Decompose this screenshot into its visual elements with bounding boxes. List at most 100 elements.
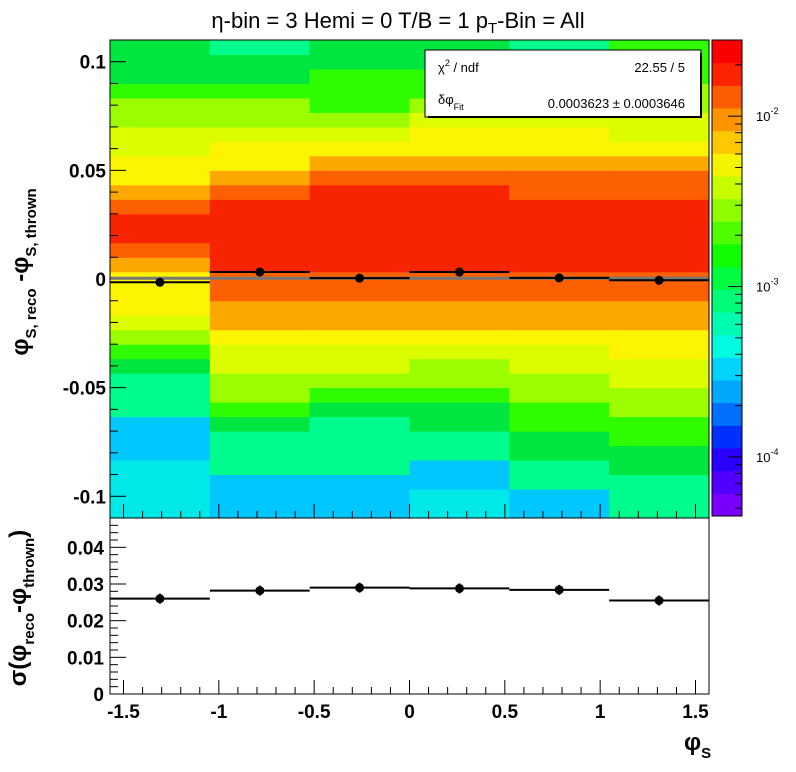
heatmap-cell [409,170,510,186]
heatmap-cell [110,83,211,99]
y-tick-label: 0.01 [67,648,104,669]
heatmap-cell [110,141,211,157]
heatmap-cell [209,460,311,476]
heatmap-cell [209,199,311,215]
heatmap-cell [309,474,410,490]
heatmap-cell [609,300,710,316]
heatmap-cell [509,213,610,229]
heatmap-cell [609,199,710,215]
heatmap-cell [209,503,311,519]
heatmap-cell [509,141,610,157]
data-point [155,277,165,287]
heatmap-cell [309,97,410,113]
heatmap-cell [309,242,410,258]
heatmap-cell [209,126,311,142]
heatmap-cell [309,141,410,157]
heatmap-cell [309,373,410,389]
heatmap-cell [110,213,211,229]
data-point [454,267,464,277]
heatmap-cell [110,199,211,215]
color-bar-segment [712,153,742,177]
heatmap-cell [509,387,610,403]
heatmap-cell [309,184,410,200]
heatmap-cell [609,445,710,461]
heatmap-cell [209,184,311,200]
y-tick-label: 0.02 [67,612,104,633]
heatmap-cell [509,416,610,432]
heatmap-cell [110,416,211,432]
heatmap-cell [609,126,710,142]
heatmap-cell [209,315,311,331]
heatmap-cell [509,358,610,374]
heatmap-cell [110,170,211,186]
top-points [110,267,709,287]
heatmap-cell [509,445,610,461]
heatmap-cell [409,329,510,345]
heatmap-cell [609,373,710,389]
heatmap-cell [409,387,510,403]
heatmap-cell [309,83,410,99]
heatmap-cell [509,329,610,345]
heatmap-cell [110,387,211,403]
heatmap-cell [110,489,211,505]
color-bar-tick-label: 10-4 [756,447,778,465]
y-tick-label: -0.1 [73,487,106,508]
heatmap-cell [209,170,311,186]
heatmap-cell [110,344,211,360]
heatmap-cell [409,416,510,432]
heatmap-cell [209,402,311,418]
heatmap-cell [110,242,211,258]
heatmap-cell [309,257,410,273]
stats-box: χ2 / ndf 22.55 / 5 δφFit 0.0003623 ± 0.0… [424,49,702,118]
heatmap-cell [110,68,211,84]
heatmap-cell [209,40,311,55]
x-tick-label: 0.5 [492,702,519,723]
heatmap-cell [509,503,610,519]
heatmap-cell [309,431,410,447]
heatmap-cell [509,242,610,258]
heatmap-cell [509,286,610,302]
heatmap-cell [409,445,510,461]
heatmap-cell [209,228,311,244]
heatmap-cell [409,315,510,331]
heatmap-cell [309,228,410,244]
heatmap-cell [409,300,510,316]
heatmap-cell [509,373,610,389]
heatmap-cell [309,199,410,215]
heatmap-cell [209,112,311,128]
heatmap-cell [609,228,710,244]
heatmap-cell [309,300,410,316]
color-bar [711,39,743,517]
heatmap-cell [309,445,410,461]
heatmap-cell [209,213,311,229]
x-axis-title: φS [684,729,711,762]
heatmap-cell [609,460,710,476]
heatmap-cell [110,112,211,128]
data-point [255,586,265,596]
color-bar-segment [712,198,742,222]
color-bar-segment [712,40,742,64]
data-point [554,585,564,595]
heatmap-cell [209,416,311,432]
heatmap-cell [309,213,410,229]
heatmap-cell [409,228,510,244]
heatmap-cell [110,315,211,331]
x-tick-label: -1.5 [107,702,140,723]
heatmap-cell [509,460,610,476]
heatmap-cell [110,54,211,70]
bottom-points [110,582,709,606]
heatmap-cell [609,358,710,374]
heatmap-cell [609,402,710,418]
fit-value: 0.0003623 ± 0.0003646 [548,96,685,111]
heatmap-cell [609,344,710,360]
x-tick-label: 1.5 [682,702,709,723]
color-bar-segment [712,334,742,358]
color-bar-segment [712,380,742,404]
color-bar-segment [712,470,742,494]
heatmap-cell [409,474,510,490]
heatmap-cell [609,141,710,157]
heatmap-cell [609,184,710,200]
heatmap-cell [609,286,710,302]
y-tick-label: 0.03 [67,575,104,596]
